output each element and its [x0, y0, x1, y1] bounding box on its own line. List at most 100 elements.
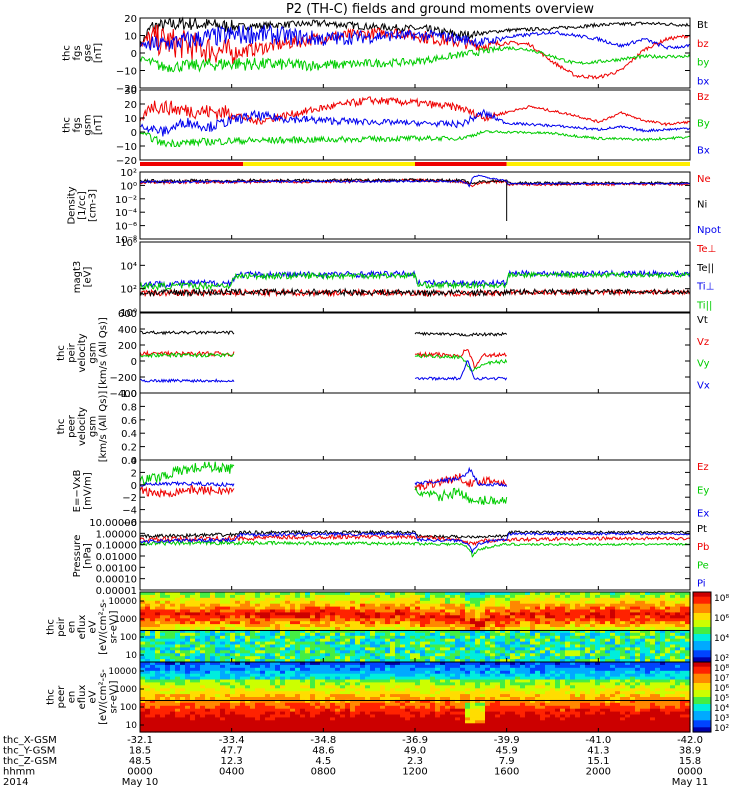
spectrogram-cell [410, 697, 416, 701]
panel-pressure: PtPbPePi10.000001.000000.100000.010000.0… [72, 518, 710, 597]
spectrogram-cell [630, 594, 636, 599]
spectrogram-cell [645, 624, 651, 628]
spectrogram-cell [310, 600, 316, 605]
spectrogram-cell [595, 597, 601, 602]
spectrogram-cell [590, 641, 596, 646]
spectrogram-cell [630, 618, 636, 622]
spectrogram-cell [280, 679, 286, 683]
spectrogram-cell [405, 621, 411, 625]
spectrogram-cell [270, 597, 276, 602]
spectrogram-cell [595, 609, 601, 613]
spectrogram-cell [375, 638, 381, 643]
spectrogram-cell [530, 656, 536, 660]
spectrogram-cell [220, 691, 226, 695]
spectrogram-cell [325, 679, 331, 683]
spectrogram-cell [290, 673, 296, 678]
spectrogram-cell [375, 592, 381, 596]
spectrogram-cell [670, 624, 676, 628]
spectrogram-cell [285, 618, 291, 622]
spectrogram-cell [475, 708, 481, 713]
spectrogram-cell [660, 600, 666, 605]
spectrogram-cell [295, 627, 301, 631]
legend-entry: Pi [697, 579, 706, 590]
spectrogram-cell [505, 685, 511, 689]
spectrogram-cell [545, 662, 551, 666]
spectrogram-cell [490, 673, 496, 678]
spectrogram-cell [420, 629, 426, 634]
spectrogram-cell [530, 688, 536, 692]
spectrogram-cell [300, 627, 306, 631]
spectrogram-cell [610, 647, 616, 651]
spectrogram-cell [645, 647, 651, 651]
spectrogram-cell [170, 702, 176, 707]
spectrogram-cell [295, 667, 301, 672]
spectrogram-cell [570, 644, 576, 648]
y-tick-label: 10⁻² [115, 195, 137, 206]
spectrogram-cell [330, 597, 336, 602]
spectrogram-cell [350, 621, 356, 625]
spectrogram-cell [285, 682, 291, 686]
spectrogram-cell [145, 714, 151, 718]
spectrogram-cell [670, 627, 676, 631]
spectrogram-cell [190, 729, 196, 733]
spectrogram-cell [215, 685, 221, 689]
spectrogram-cell [505, 618, 511, 622]
spectrogram-cell [170, 697, 176, 701]
spectrogram-cell [610, 638, 616, 643]
spectrogram-cell [335, 723, 341, 727]
spectrogram-cell [370, 635, 376, 640]
spectrogram-cell [245, 624, 251, 628]
spectrogram-cell [355, 603, 361, 608]
spectrogram-cell [425, 676, 431, 681]
spectrogram-cell [565, 641, 571, 646]
spectrogram-cell [480, 641, 486, 646]
spectrogram-cell [625, 621, 631, 625]
spectrogram-cell [420, 699, 426, 704]
spectrogram-cell [350, 673, 356, 678]
spectrogram-cell [505, 644, 511, 648]
spectrogram-cell [235, 667, 241, 672]
spectrogram-cell [355, 618, 361, 622]
spectrogram-cell [265, 621, 271, 625]
spectrogram-cell [605, 606, 611, 611]
spectrogram-cell [545, 600, 551, 605]
spectrogram-cell [325, 592, 331, 596]
spectrogram-cell [255, 650, 261, 654]
y-tick-label: 400 [118, 325, 137, 336]
spectrogram-cell [455, 609, 461, 613]
spectrogram-cell [340, 694, 346, 698]
spectrogram-cell [325, 699, 331, 704]
spectrogram-cell [230, 647, 236, 651]
spectrogram-cell [490, 650, 496, 654]
spectrogram-cell [590, 606, 596, 611]
spectrogram-cell [175, 667, 181, 672]
spectrogram-cell [580, 656, 586, 660]
spectrogram-cell [215, 676, 221, 681]
spectrogram-cell [410, 691, 416, 695]
spectrogram-cell [545, 682, 551, 686]
spectrogram-cell [450, 667, 456, 672]
spectrogram-cell [220, 647, 226, 651]
spectrogram-cell [435, 627, 441, 631]
spectrogram-cell [225, 673, 231, 678]
spectrogram-cell [380, 679, 386, 683]
spectrogram-cell [335, 594, 341, 599]
spectrogram-cell [510, 667, 516, 672]
spectrogram-cell [185, 720, 191, 724]
spectrogram-cell [155, 592, 161, 596]
spectrogram-cell [145, 679, 151, 683]
spectrogram-cell [150, 627, 156, 631]
spectrogram-cell [205, 691, 211, 695]
spectrogram-cell [665, 635, 671, 640]
spectrogram-cell [540, 659, 546, 663]
spectrogram-cell [505, 638, 511, 643]
spectrogram-cell [190, 618, 196, 622]
spectrogram-cell [480, 670, 486, 675]
spectrogram-cell [500, 594, 506, 599]
spectrogram-cell [260, 612, 266, 616]
spectrogram-cell [485, 699, 491, 704]
spectrogram-cell [210, 694, 216, 698]
spectrogram-cell [655, 635, 661, 640]
spectrogram-cell [535, 685, 541, 689]
spectrogram-cell [530, 612, 536, 616]
